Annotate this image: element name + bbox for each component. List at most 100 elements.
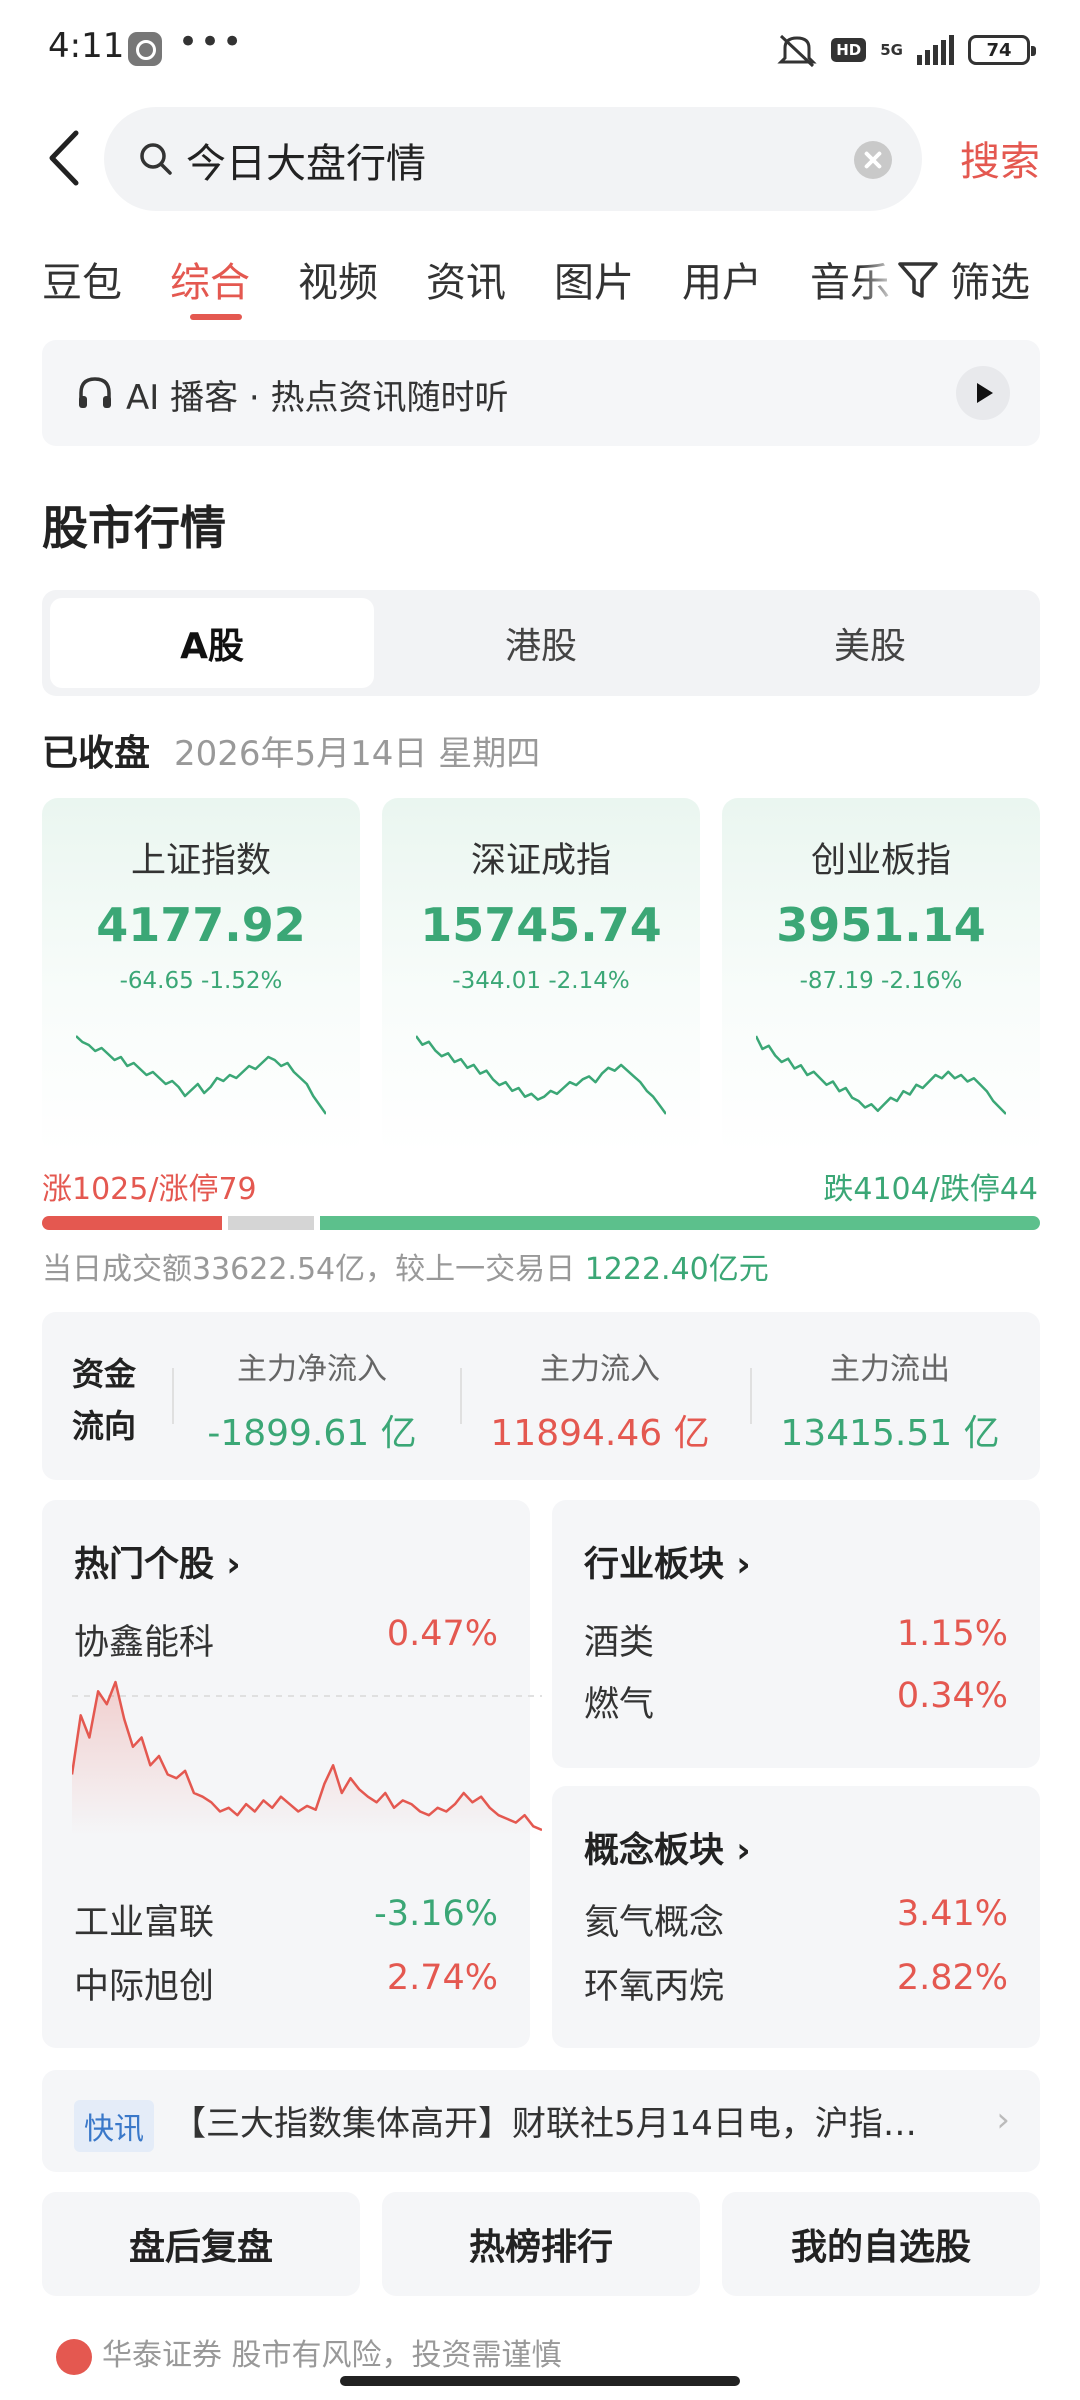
app-notification-icon: [128, 32, 162, 66]
broker-logo-icon: [56, 2338, 92, 2375]
footer-text: 华泰证券 股市有风险，投资需谨慎: [102, 2338, 562, 2373]
tab-users[interactable]: 用户: [682, 260, 762, 306]
industry-panel[interactable]: 行业板块 › 酒类 1.15% 燃气 0.34%: [552, 1500, 1040, 1768]
flow-value: -1899.61 亿: [207, 1413, 417, 1454]
sparkline-path: [72, 1680, 542, 1832]
index-change: -64.65 -1.52%: [119, 968, 283, 994]
podcast-text: AI 播客 · 热点资讯随时听: [126, 378, 509, 418]
concept-name[interactable]: 氦气概念: [584, 1903, 725, 1943]
stock-change: -3.16%: [374, 1894, 498, 1934]
search-button[interactable]: 搜索: [960, 139, 1040, 185]
index-sparkline: [756, 1035, 1006, 1115]
capital-flow-title: 资金流向: [72, 1355, 137, 1445]
concept-title[interactable]: 概念板块 ›: [584, 1822, 751, 1873]
market-date: 2026年5月14日 星期四: [174, 734, 541, 774]
sector-name[interactable]: 酒类: [584, 1623, 655, 1663]
clear-search-icon[interactable]: [854, 141, 892, 179]
filter-icon: [898, 262, 938, 298]
market-close-status: 已收盘: [42, 733, 151, 774]
my-watchlist-button[interactable]: 我的自选股: [722, 2192, 1040, 2296]
index-card-shenzhen[interactable]: 深证成指 15745.74 -344.01 -2.14%: [382, 798, 700, 1154]
hot-ranking-button[interactable]: 热榜排行: [382, 2192, 700, 2296]
panel-title-text: 概念板块: [584, 1831, 725, 1871]
index-name: 深证成指: [470, 841, 611, 881]
sparkline-path: [416, 1035, 666, 1115]
chevron-right-icon: ›: [736, 1545, 751, 1585]
divider: [750, 1368, 752, 1424]
stock-sparkline: [72, 1680, 542, 1836]
network-type: 5G: [880, 41, 903, 59]
sector-name[interactable]: 燃气: [584, 1685, 655, 1725]
industry-title[interactable]: 行业板块 ›: [584, 1536, 751, 1587]
search-input[interactable]: 今日大盘行情: [104, 107, 922, 211]
tab-doubao[interactable]: 豆包: [42, 260, 122, 306]
divider: [460, 1368, 462, 1424]
breadth-down-segment: [320, 1216, 1040, 1230]
index-value: 3951.14: [776, 898, 986, 952]
concept-change: 3.41%: [896, 1894, 1008, 1934]
index-card-chinext[interactable]: 创业板指 3951.14 -87.19 -2.16%: [722, 798, 1040, 1154]
headphone-icon: [79, 377, 111, 408]
advance-count: 涨1025/涨停79: [42, 1172, 257, 1207]
sector-change: 1.15%: [896, 1614, 1008, 1654]
ai-podcast-bar[interactable]: AI 播客 · 热点资讯随时听: [42, 340, 1040, 446]
panel-title-text: 热门个股: [74, 1545, 215, 1585]
flow-value: 11894.46 亿: [490, 1413, 710, 1454]
index-value: 4177.92: [96, 898, 306, 952]
status-bar: 4:11 ••• HD 5G 74: [0, 0, 1080, 100]
concept-name[interactable]: 环氧丙烷: [584, 1967, 725, 2007]
main-outflow: 主力流出 13415.51 亿: [750, 1344, 1030, 1456]
home-indicator[interactable]: [340, 2376, 740, 2386]
flow-label: 主力流入: [540, 1352, 660, 1387]
stock-name[interactable]: 工业富联: [74, 1903, 215, 1943]
chevron-right-icon: ›: [226, 1545, 241, 1585]
tab-us-shares[interactable]: 美股: [833, 626, 906, 667]
concept-panel[interactable]: 概念板块 › 氦气概念 3.41% 环氧丙烷 2.82%: [552, 1786, 1040, 2048]
tab-news[interactable]: 资讯: [426, 260, 506, 306]
tab-a-shares[interactable]: A股: [50, 598, 374, 688]
flash-badge: 快讯: [74, 2100, 154, 2152]
play-button[interactable]: [956, 366, 1010, 420]
capital-flow-card[interactable]: 资金流向 主力净流入 -1899.61 亿 主力流入 11894.46 亿 主力…: [42, 1312, 1040, 1480]
sparkline-path: [76, 1035, 326, 1115]
stock-change: 2.74%: [386, 1958, 498, 1998]
breadth-up-segment: [42, 1216, 222, 1230]
index-name: 上证指数: [130, 841, 271, 881]
status-time: 4:11: [48, 26, 125, 66]
concept-change: 2.82%: [896, 1958, 1008, 1998]
result-tabs: 豆包 综合 视频 资讯 图片 用户 音乐 筛选: [0, 240, 1080, 320]
flow-label: 主力净流入: [237, 1352, 387, 1387]
flash-news-card[interactable]: 快讯 【三大指数集体高开】财联社5月14日电，沪指… ›: [42, 2070, 1040, 2172]
page-title: 股市行情: [42, 501, 226, 555]
flash-text: 【三大指数集体高开】财联社5月14日电，沪指…: [172, 2104, 917, 2144]
flow-value: 13415.51 亿: [780, 1413, 1000, 1454]
index-change: -87.19 -2.16%: [799, 968, 963, 994]
search-row: 今日大盘行情 搜索: [0, 105, 1080, 215]
stock-name[interactable]: 中际旭创: [74, 1967, 215, 2007]
post-market-review-button[interactable]: 盘后复盘: [42, 2192, 360, 2296]
net-inflow: 主力净流入 -1899.61 亿: [172, 1344, 452, 1456]
turnover-text: 当日成交额33622.54亿，较上一交易日: [42, 1252, 585, 1287]
tab-comprehensive[interactable]: 综合: [170, 260, 250, 306]
index-card-shanghai[interactable]: 上证指数 4177.92 -64.65 -1.52%: [42, 798, 360, 1154]
filter-button[interactable]: 筛选: [890, 240, 1080, 320]
panel-title-text: 行业板块: [584, 1545, 725, 1585]
main-inflow: 主力流入 11894.46 亿: [460, 1344, 740, 1456]
turnover-delta: 1222.40亿元: [584, 1252, 769, 1287]
filter-label: 筛选: [950, 260, 1030, 306]
search-icon: [140, 143, 172, 175]
tab-video[interactable]: 视频: [298, 260, 378, 306]
sparkline-area: [72, 1682, 542, 1836]
hot-stocks-title[interactable]: 热门个股 ›: [74, 1536, 241, 1587]
sparkline-path: [756, 1035, 1006, 1115]
divider: [172, 1368, 174, 1424]
signal-icon: [917, 35, 954, 65]
index-sparkline: [76, 1035, 326, 1115]
turnover-summary: 当日成交额33622.54亿，较上一交易日 1222.40亿元: [42, 1244, 769, 1288]
back-button[interactable]: [38, 123, 98, 193]
hot-stocks-panel[interactable]: 热门个股 › 协鑫能科 0.47% 工业富联 -3.16% 中际旭创 2.74%: [42, 1500, 542, 2048]
active-tab-indicator: [190, 314, 242, 320]
status-icons: HD 5G 74: [777, 30, 1036, 70]
tab-hk-shares[interactable]: 港股: [504, 626, 577, 667]
tab-images[interactable]: 图片: [554, 260, 634, 306]
